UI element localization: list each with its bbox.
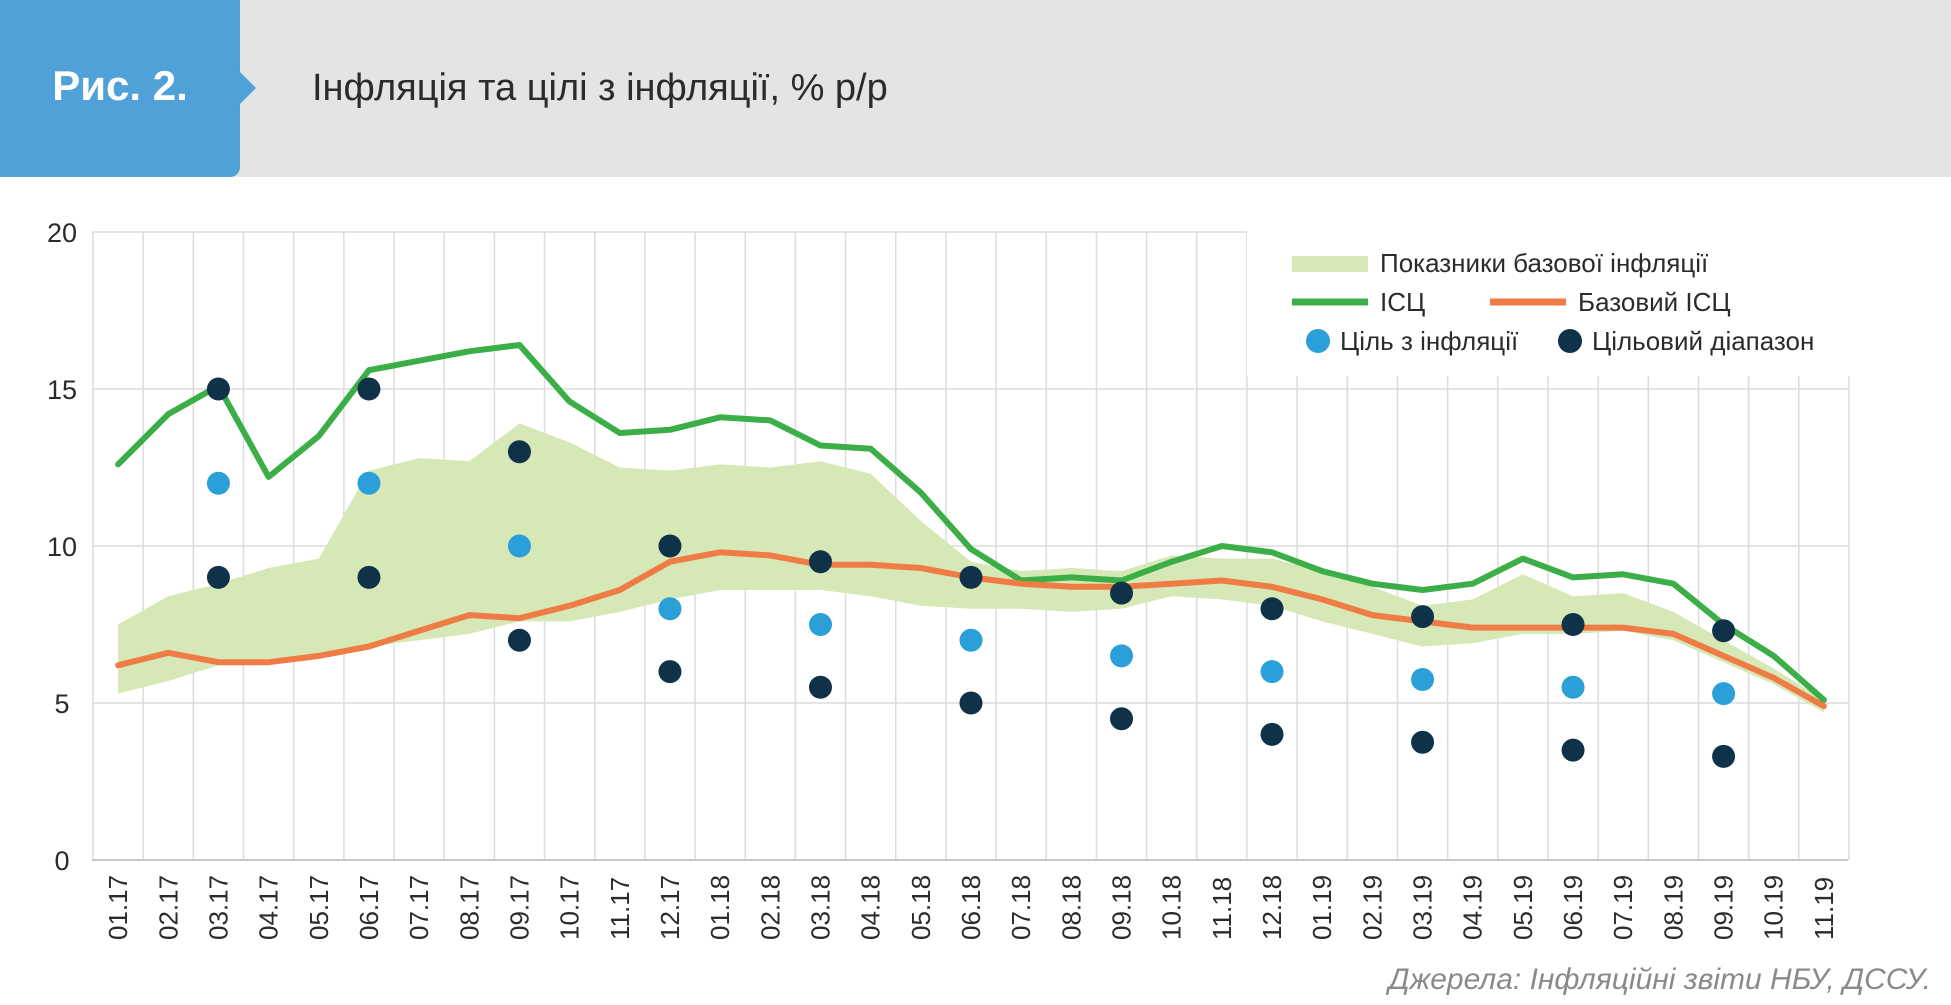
inflation-target-dot: [1712, 682, 1736, 706]
inflation-target-dot: [808, 613, 832, 636]
target-range-high-dot: [1712, 619, 1736, 643]
inflation-target-dot: [1561, 675, 1585, 699]
x-tick-label: 01.18: [705, 875, 735, 940]
legend-target-swatch: [1306, 329, 1330, 353]
x-tick-label: 06.19: [1558, 875, 1588, 940]
x-tick-label: 04.17: [254, 875, 284, 940]
x-tick-label: 02.18: [755, 875, 785, 940]
target-range-high-dot: [1110, 581, 1134, 605]
x-tick-label: 10.17: [555, 875, 585, 940]
x-tick-label: 09.18: [1107, 875, 1137, 940]
target-range-high-dot: [1411, 605, 1435, 629]
y-tick-label: 10: [47, 532, 77, 562]
x-tick-label: 05.17: [304, 875, 334, 940]
x-tick-label: 08.19: [1658, 875, 1688, 940]
x-tick-label: 07.19: [1608, 875, 1638, 940]
figure-number: Рис. 2.: [52, 62, 188, 109]
figure-title: Інфляція та цілі з інфляції, % р/р: [312, 67, 888, 109]
legend-target-label: Ціль з інфляції: [1340, 326, 1518, 356]
x-tick-label: 04.18: [856, 875, 886, 940]
x-tick-label: 08.17: [454, 875, 484, 940]
inflation-target-dot: [1411, 667, 1435, 691]
axis-layer: 0 5 10 15 20 01.17 02.17 03.17 04.17 05.17 06.17 07…: [47, 218, 1839, 940]
inflation-target-dot: [959, 628, 983, 652]
x-tick-label: 04.19: [1458, 875, 1488, 940]
x-tick-label: 06.17: [354, 875, 384, 940]
x-tick-label: 02.19: [1357, 875, 1387, 940]
target-range-high-dot: [959, 565, 983, 589]
x-tick-label: 01.19: [1307, 875, 1337, 940]
y-tick-label: 5: [54, 689, 69, 719]
figure-badge-arrow: [238, 70, 256, 106]
header-band: [0, 0, 1951, 177]
y-tick-label: 0: [54, 846, 69, 876]
x-tick-label: 12.18: [1257, 875, 1287, 940]
target-range-low-dot: [1561, 738, 1585, 762]
target-range-high-dot: [1561, 613, 1585, 636]
x-tick-label: 09.17: [504, 875, 534, 940]
x-tick-label: 11.19: [1809, 877, 1839, 940]
target-range-low-dot: [658, 660, 682, 684]
inflation-target-dot: [357, 471, 381, 495]
legend-cpi-label: ІСЦ: [1380, 287, 1425, 317]
x-tick-label: 11.18: [1207, 877, 1237, 940]
y-tick-label: 20: [47, 218, 77, 248]
target-range-low-dot: [206, 565, 230, 589]
y-tick-label: 15: [47, 375, 77, 405]
figure-badge: Рис. 2.: [0, 0, 240, 177]
inflation-target-dot: [1110, 644, 1134, 668]
inflation-target-dot: [507, 534, 531, 558]
dot-layer: [206, 377, 1736, 768]
x-tick-label: 09.19: [1709, 875, 1739, 940]
x-tick-label: 06.18: [956, 875, 986, 940]
target-range-low-dot: [1712, 744, 1736, 768]
x-tick-label: 07.17: [404, 875, 434, 940]
legend-range-swatch: [1558, 329, 1582, 353]
x-tick-label: 05.19: [1508, 875, 1538, 940]
target-range-high-dot: [1260, 597, 1284, 621]
target-range-high-dot: [658, 534, 682, 558]
target-range-low-dot: [507, 628, 531, 652]
target-range-low-dot: [357, 565, 381, 589]
x-tick-label: 03.19: [1408, 875, 1438, 940]
inflation-target-dot: [658, 597, 682, 621]
x-tick-label: 10.18: [1157, 875, 1187, 940]
x-tick-label: 11.17: [605, 877, 635, 940]
x-tick-label: 03.17: [203, 875, 233, 940]
target-range-high-dot: [507, 440, 531, 464]
target-range-low-dot: [808, 675, 832, 699]
x-tick-label: 03.18: [805, 875, 835, 940]
chart-legend: Показники базової інфляції ІСЦ Базовий І…: [1247, 228, 1887, 376]
target-range-low-dot: [1110, 707, 1134, 731]
target-range-low-dot: [959, 691, 983, 715]
x-tick-label: 02.17: [153, 875, 183, 940]
legend-range-label: Цільовий діапазон: [1592, 326, 1814, 356]
inflation-target-dot: [206, 471, 230, 495]
target-range-low-dot: [1260, 722, 1284, 746]
x-tick-label: 07.18: [1006, 875, 1036, 940]
target-range-high-dot: [206, 377, 230, 401]
legend-band-label: Показники базової інфляції: [1380, 248, 1708, 278]
legend-band-swatch: [1292, 256, 1368, 272]
x-tick-label: 12.17: [655, 875, 685, 940]
source-note: Джерела: Інфляційні звіти НБУ, ДССУ.: [1388, 963, 1931, 996]
target-range-high-dot: [808, 550, 832, 574]
target-range-high-dot: [357, 377, 381, 401]
x-tick-label: 01.17: [103, 875, 133, 940]
x-tick-label: 10.19: [1759, 875, 1789, 940]
x-tick-label: 08.18: [1056, 875, 1086, 940]
cpi-line: [115, 342, 1827, 703]
x-tick-label: 05.18: [906, 875, 936, 940]
inflation-target-dot: [1260, 660, 1284, 684]
legend-core-label: Базовий ІСЦ: [1578, 287, 1731, 317]
target-range-low-dot: [1411, 730, 1435, 754]
